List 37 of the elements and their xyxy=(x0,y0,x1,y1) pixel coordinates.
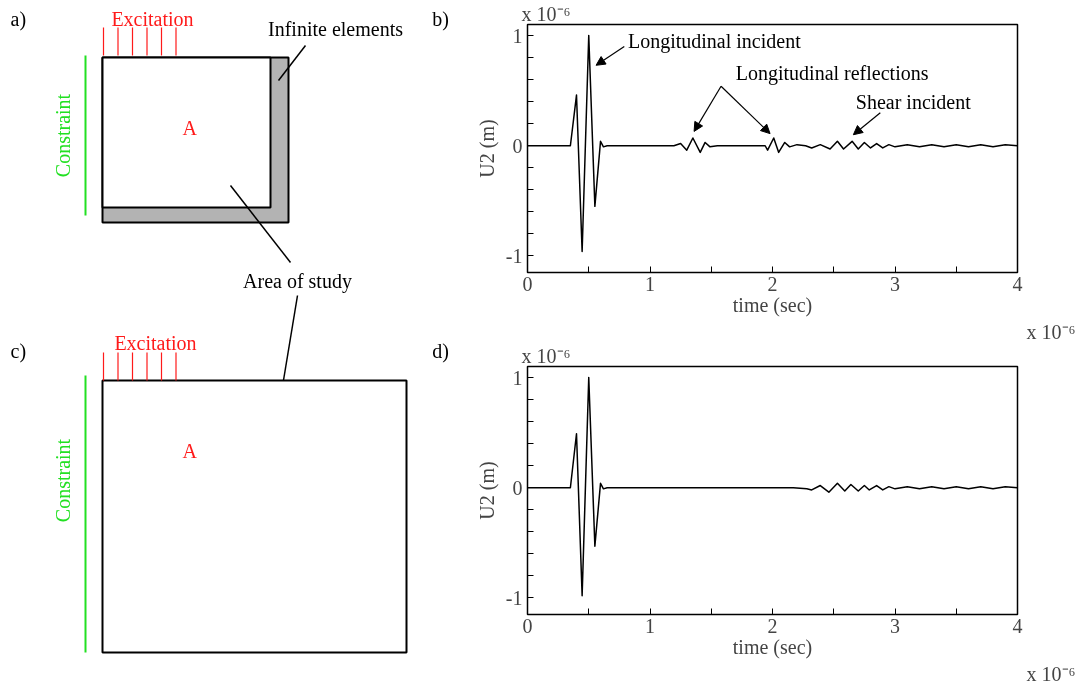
x-tick-label: 2 xyxy=(767,614,778,637)
x-tick-label: 4 xyxy=(1012,272,1023,295)
x-tick-label: 3 xyxy=(890,272,900,295)
y-tick-label: 1 xyxy=(512,24,523,47)
chart-title: b) xyxy=(432,7,449,31)
text: c) xyxy=(10,339,27,363)
x-axis-title: time (sec) xyxy=(732,635,813,659)
text: Constraint xyxy=(51,438,74,523)
y-tick-label: 0 xyxy=(512,476,523,499)
text: A xyxy=(182,439,198,462)
annotation: x 10⁻⁶ xyxy=(521,344,571,367)
x-tick-label: 1 xyxy=(645,614,655,637)
y-tick-label: 0 xyxy=(512,134,523,157)
text: Area of study xyxy=(243,269,352,293)
annotation: Longitudinal incident xyxy=(627,30,802,54)
text: Excitation xyxy=(114,331,197,354)
y-tick-label: -1 xyxy=(505,586,523,609)
y-axis-title: U2 (m) xyxy=(475,119,499,178)
text: x 10⁻⁶ xyxy=(1026,662,1076,684)
text: x 10⁻⁶ xyxy=(1026,320,1076,343)
x-tick-label: 3 xyxy=(890,614,900,637)
text: Constraint xyxy=(51,93,74,178)
x-tick-label: 2 xyxy=(767,272,778,295)
text: Infinite elements xyxy=(268,17,404,40)
text: Excitation xyxy=(111,7,194,30)
y-tick-label: -1 xyxy=(505,244,523,267)
x-axis-title: time (sec) xyxy=(732,293,813,317)
x-tick-label: 1 xyxy=(645,272,655,295)
text: a) xyxy=(10,7,27,31)
annotation: Longitudinal reflections xyxy=(735,62,929,85)
annotation: x 10⁻⁶ xyxy=(521,2,571,25)
y-tick-label: 1 xyxy=(512,366,523,389)
chart-title: d) xyxy=(432,339,449,363)
annotation: Shear incident xyxy=(855,90,972,113)
y-axis-title: U2 (m) xyxy=(475,461,499,520)
x-tick-label: 4 xyxy=(1012,614,1023,637)
text: A xyxy=(182,116,198,139)
